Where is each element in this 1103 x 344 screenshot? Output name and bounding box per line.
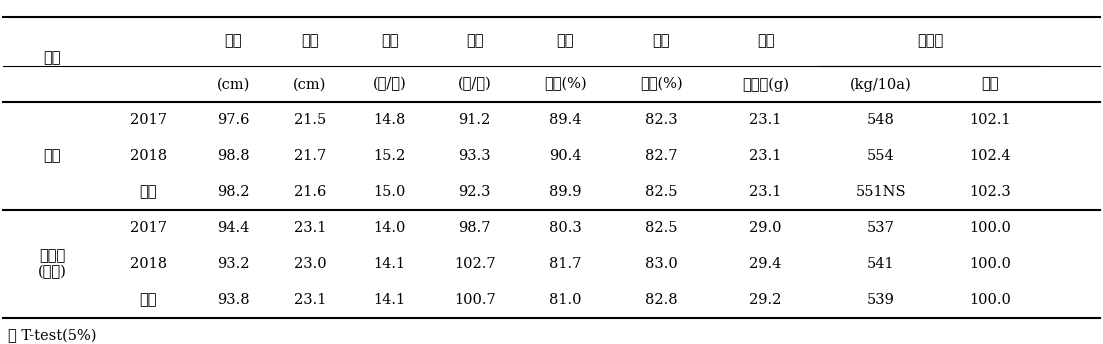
Text: 평균: 평균: [139, 293, 157, 307]
Text: 89.9: 89.9: [549, 185, 581, 199]
Text: ＊ T-test(5%): ＊ T-test(5%): [8, 329, 97, 343]
Text: 83.0: 83.0: [645, 257, 677, 271]
Text: 80.3: 80.3: [549, 221, 581, 235]
Text: 23.1: 23.1: [293, 221, 326, 235]
Text: (cm): (cm): [216, 77, 250, 92]
Text: 541: 541: [867, 257, 895, 271]
Text: (cm): (cm): [293, 77, 326, 92]
Text: 21.6: 21.6: [293, 185, 326, 199]
Text: 94.4: 94.4: [217, 221, 249, 235]
Text: 구분: 구분: [43, 51, 61, 65]
Text: 98.8: 98.8: [217, 149, 249, 163]
Text: 2018: 2018: [130, 257, 167, 271]
Text: 14.1: 14.1: [374, 293, 406, 307]
Text: 81.0: 81.0: [549, 293, 581, 307]
Text: 98.7: 98.7: [459, 221, 491, 235]
Text: 23.0: 23.0: [293, 257, 326, 271]
Text: 100.0: 100.0: [970, 293, 1011, 307]
Text: 93.3: 93.3: [459, 149, 491, 163]
Text: 539: 539: [867, 293, 895, 307]
Text: 537: 537: [867, 221, 895, 235]
Text: 82.8: 82.8: [645, 293, 677, 307]
Text: 82.3: 82.3: [645, 113, 677, 127]
Text: 15.2: 15.2: [374, 149, 406, 163]
Text: 82.5: 82.5: [645, 185, 677, 199]
Text: 551NS: 551NS: [856, 185, 906, 199]
Text: 지수: 지수: [982, 77, 999, 92]
Text: 21.5: 21.5: [293, 113, 326, 127]
Text: 2017: 2017: [130, 113, 167, 127]
Text: 수광: 수광: [43, 149, 61, 163]
Text: 평균: 평균: [139, 185, 157, 199]
Text: 92.3: 92.3: [459, 185, 491, 199]
Text: 100.0: 100.0: [970, 221, 1011, 235]
Text: 548: 548: [867, 113, 895, 127]
Text: 91.2: 91.2: [459, 113, 491, 127]
Text: 23.1: 23.1: [749, 185, 782, 199]
Text: 554: 554: [867, 149, 895, 163]
Text: 93.2: 93.2: [217, 257, 249, 271]
Text: 등숙: 등숙: [557, 34, 574, 49]
Text: 102.3: 102.3: [970, 185, 1011, 199]
Text: 89.4: 89.4: [549, 113, 581, 127]
Text: 29.0: 29.0: [749, 221, 782, 235]
Text: 102.4: 102.4: [970, 149, 1011, 163]
Text: 97.6: 97.6: [217, 113, 249, 127]
Text: (개/수): (개/수): [458, 77, 492, 92]
Text: 현미: 현미: [757, 34, 774, 49]
Text: 23.1: 23.1: [293, 293, 326, 307]
Text: 23.1: 23.1: [749, 149, 782, 163]
Text: 98.2: 98.2: [217, 185, 249, 199]
Text: 82.5: 82.5: [645, 221, 677, 235]
Text: 23.1: 23.1: [749, 113, 782, 127]
Text: 정현: 정현: [653, 34, 670, 49]
Text: 29.2: 29.2: [749, 293, 782, 307]
Text: 2017: 2017: [130, 221, 167, 235]
Text: 93.8: 93.8: [217, 293, 249, 307]
Text: 수장: 수장: [301, 34, 319, 49]
Text: 천립중(g): 천립중(g): [742, 77, 789, 92]
Text: 100.0: 100.0: [970, 257, 1011, 271]
Text: 비율(%): 비율(%): [544, 77, 587, 92]
Text: 15.0: 15.0: [374, 185, 406, 199]
Text: 수수: 수수: [381, 34, 398, 49]
Text: 100.7: 100.7: [453, 293, 495, 307]
Text: 102.1: 102.1: [970, 113, 1011, 127]
Text: 90.4: 90.4: [549, 149, 581, 163]
Text: 29.4: 29.4: [749, 257, 782, 271]
Text: (kg/10a): (kg/10a): [849, 77, 911, 92]
Text: 쌀수량: 쌀수량: [917, 34, 943, 49]
Text: 14.1: 14.1: [374, 257, 406, 271]
Text: 81.7: 81.7: [549, 257, 581, 271]
Text: 82.7: 82.7: [645, 149, 677, 163]
Text: 14.8: 14.8: [374, 113, 406, 127]
Text: 간장: 간장: [225, 34, 242, 49]
Text: 비율(%): 비율(%): [640, 77, 683, 92]
Text: (개/수): (개/수): [373, 77, 407, 92]
Text: 립수: 립수: [465, 34, 483, 49]
Text: 14.0: 14.0: [374, 221, 406, 235]
Text: 2018: 2018: [130, 149, 167, 163]
Text: 21.7: 21.7: [293, 149, 326, 163]
Text: 신동진
(대비): 신동진 (대비): [38, 249, 66, 279]
Text: 102.7: 102.7: [453, 257, 495, 271]
